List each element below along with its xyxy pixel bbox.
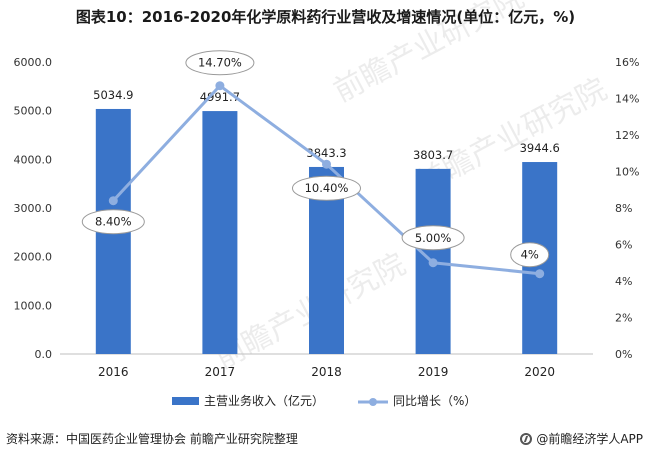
- brand-logo-icon: [520, 432, 533, 445]
- growth-label-bubble: [185, 50, 255, 76]
- growth-point: [535, 269, 545, 279]
- right-axis-tick-label: 6%: [615, 239, 632, 252]
- growth-label-bubble: [510, 242, 550, 268]
- right-axis-tick-label: 10%: [615, 166, 639, 179]
- legend-line-label: 同比增长（%）: [393, 394, 476, 408]
- right-axis-tick-label: 8%: [615, 202, 632, 215]
- left-axis-tick-label: 1000.0: [14, 299, 53, 312]
- chart-title: 图表10：2016-2020年化学原料药行业营收及增速情况(单位：亿元，%): [75, 8, 576, 26]
- bar: [202, 111, 238, 354]
- bar-value-label: 3803.7: [413, 148, 453, 162]
- left-axis-tick-label: 0.0: [35, 348, 53, 361]
- growth-label-bubble: [292, 175, 361, 201]
- x-axis-tick-label: 2016: [98, 365, 129, 379]
- right-axis-tick-label: 12%: [615, 129, 639, 142]
- growth-value-label: 4%: [521, 248, 539, 262]
- growth-label-bubble: [401, 225, 465, 251]
- x-axis-tick-label: 2019: [418, 365, 449, 379]
- left-axis-tick-label: 5000.0: [14, 105, 53, 118]
- growth-value-label: 10.40%: [305, 181, 349, 195]
- legend-bar-swatch: [172, 397, 199, 405]
- left-axis-tick-label: 3000.0: [14, 202, 53, 215]
- right-axis-tick-label: 14%: [615, 93, 639, 106]
- growth-point: [108, 196, 118, 206]
- x-axis-tick-label: 2018: [311, 365, 342, 379]
- growth-point: [322, 159, 331, 169]
- left-axis-tick-label: 4000.0: [14, 153, 53, 166]
- left-axis-tick-label: 6000.0: [14, 56, 53, 69]
- x-axis-tick-label: 2017: [205, 365, 236, 379]
- bar-value-label: 5034.9: [93, 88, 133, 102]
- growth-label-bubble: [81, 209, 145, 235]
- x-axis-tick-label: 2020: [524, 365, 555, 379]
- growth-value-label: 5.00%: [415, 231, 452, 245]
- growth-value-label: 14.70%: [198, 56, 242, 70]
- legend-bar-label: 主营业务收入（亿元）: [204, 393, 324, 408]
- right-axis-tick-label: 0%: [615, 348, 632, 361]
- growth-point: [215, 81, 225, 91]
- legend-line-marker: [369, 398, 377, 406]
- brand-credit: @前瞻经济学人APP: [520, 430, 643, 447]
- source-note: 资料来源：中国医药企业管理协会 前瞻产业研究院整理: [6, 432, 298, 446]
- watermark-text: 前瞻产业研究院: [328, 0, 530, 109]
- right-axis-tick-label: 4%: [615, 275, 632, 288]
- growth-value-label: 8.40%: [95, 215, 132, 229]
- right-axis-tick-label: 2%: [615, 312, 632, 325]
- brand-text: @前瞻经济学人APP: [536, 432, 643, 446]
- right-axis-tick-label: 16%: [615, 56, 639, 69]
- left-axis-tick-label: 2000.0: [14, 251, 53, 264]
- bar-value-label: 3944.6: [520, 141, 560, 155]
- growth-point: [428, 258, 438, 268]
